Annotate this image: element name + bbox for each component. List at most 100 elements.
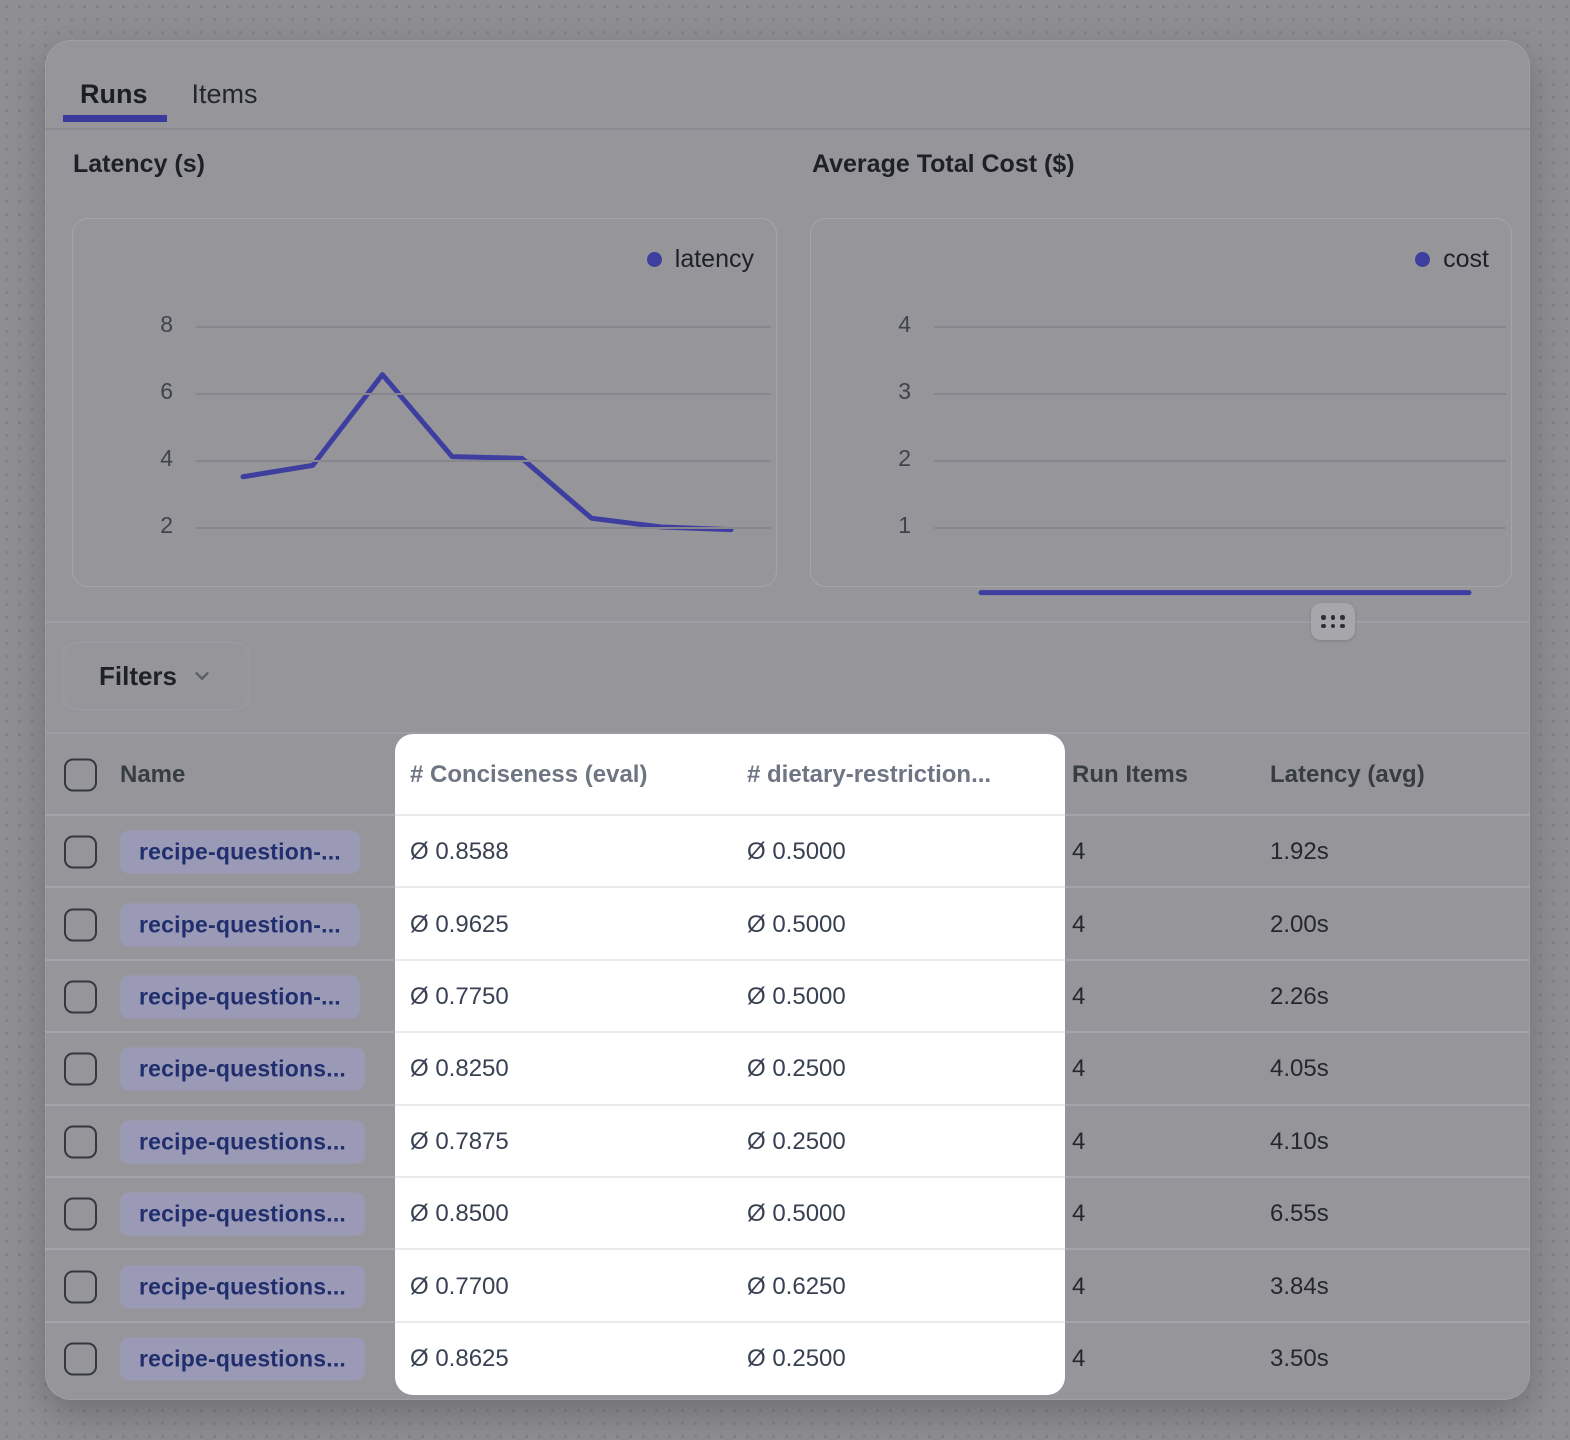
table-header: Name # Conciseness (eval) # dietary-rest… <box>45 734 1530 816</box>
latency-value: 2.26s <box>1270 983 1329 1011</box>
latency-line-plot <box>73 219 776 586</box>
column-header-name[interactable]: Name <box>120 761 185 789</box>
gridline <box>196 393 771 395</box>
legend-dot-icon <box>647 252 662 267</box>
cost-line-plot <box>811 219 1511 586</box>
filters-button[interactable]: Filters <box>62 642 250 710</box>
run-items-value: 4 <box>1072 1055 1085 1083</box>
conciseness-value: Ø 0.8250 <box>410 1055 509 1083</box>
legend-label: cost <box>1443 245 1489 274</box>
column-header-latency[interactable]: Latency (avg) <box>1270 761 1425 789</box>
runs-table: Name # Conciseness (eval) # dietary-rest… <box>45 732 1530 1399</box>
row-checkbox[interactable] <box>64 1198 97 1231</box>
charts-table-divider <box>45 621 1530 623</box>
table-row: recipe-question-... Ø 0.7750 Ø 0.5000 4 … <box>45 961 1530 1033</box>
latency-value: 2.00s <box>1270 911 1329 939</box>
cost-chart-legend: cost <box>1415 245 1489 274</box>
row-checkbox[interactable] <box>64 1125 97 1158</box>
run-name-badge[interactable]: recipe-questions... <box>120 1337 365 1380</box>
gridline <box>934 393 1506 395</box>
filters-label: Filters <box>99 661 177 692</box>
conciseness-value: Ø 0.7875 <box>410 1128 509 1156</box>
run-name-badge[interactable]: recipe-question-... <box>120 831 360 874</box>
conciseness-value: Ø 0.8625 <box>410 1345 509 1373</box>
conciseness-value: Ø 0.8588 <box>410 838 509 866</box>
gridline <box>934 527 1506 529</box>
cost-chart-title: Average Total Cost ($) <box>812 150 1075 179</box>
tab-runs[interactable]: Runs <box>80 79 148 110</box>
row-checkbox[interactable] <box>64 908 97 941</box>
run-name-badge[interactable]: recipe-questions... <box>120 1120 365 1163</box>
column-header-conciseness[interactable]: # Conciseness (eval) <box>410 761 647 789</box>
dietary-restriction-value: Ø 0.5000 <box>747 983 846 1011</box>
run-name-badge[interactable]: recipe-questions... <box>120 1193 365 1236</box>
tab-bar: Runs Items <box>80 40 258 138</box>
run-items-value: 4 <box>1072 983 1085 1011</box>
table-row: recipe-questions... Ø 0.8250 Ø 0.2500 4 … <box>45 1033 1530 1105</box>
latency-value: 1.92s <box>1270 838 1329 866</box>
latency-chart-title: Latency (s) <box>73 150 205 179</box>
latency-value: 4.05s <box>1270 1055 1329 1083</box>
dietary-restriction-value: Ø 0.2500 <box>747 1345 846 1373</box>
grip-dots-icon <box>1321 615 1345 628</box>
y-axis-tick: 6 <box>101 378 173 405</box>
table-row: recipe-question-... Ø 0.8588 Ø 0.5000 4 … <box>45 816 1530 888</box>
conciseness-value: Ø 0.7750 <box>410 983 509 1011</box>
latency-chart-legend: latency <box>647 245 754 274</box>
legend-label: latency <box>675 245 754 274</box>
table-body: recipe-question-... Ø 0.8588 Ø 0.5000 4 … <box>45 816 1530 1395</box>
row-checkbox[interactable] <box>64 1270 97 1303</box>
row-checkbox[interactable] <box>64 980 97 1013</box>
latency-value: 3.84s <box>1270 1273 1329 1301</box>
row-checkbox[interactable] <box>64 1053 97 1086</box>
run-items-value: 4 <box>1072 1273 1085 1301</box>
dietary-restriction-value: Ø 0.5000 <box>747 911 846 939</box>
run-name-badge[interactable]: recipe-question-... <box>120 975 360 1018</box>
dietary-restriction-value: Ø 0.6250 <box>747 1273 846 1301</box>
dietary-restriction-value: Ø 0.2500 <box>747 1128 846 1156</box>
page: { "tabs": { "runs": "Runs", "items": "It… <box>0 0 1570 1440</box>
conciseness-value: Ø 0.8500 <box>410 1200 509 1228</box>
column-header-dietary-restriction[interactable]: # dietary-restriction... <box>747 761 991 789</box>
active-tab-indicator <box>63 115 167 122</box>
y-axis-tick: 2 <box>839 445 911 472</box>
runs-panel: Runs Items Latency (s) Average Total Cos… <box>45 40 1530 1400</box>
dietary-restriction-value: Ø 0.5000 <box>747 1200 846 1228</box>
tabbar-divider <box>45 128 1530 130</box>
table-row: recipe-questions... Ø 0.7700 Ø 0.6250 4 … <box>45 1250 1530 1322</box>
tab-items[interactable]: Items <box>192 79 258 110</box>
latency-value: 4.10s <box>1270 1128 1329 1156</box>
run-items-value: 4 <box>1072 838 1085 866</box>
run-items-value: 4 <box>1072 911 1085 939</box>
run-items-value: 4 <box>1072 1128 1085 1156</box>
table-row: recipe-questions... Ø 0.8625 Ø 0.2500 4 … <box>45 1323 1530 1395</box>
gridline <box>196 527 771 529</box>
gridline <box>934 326 1506 328</box>
table-row: recipe-questions... Ø 0.7875 Ø 0.2500 4 … <box>45 1106 1530 1178</box>
run-name-badge[interactable]: recipe-question-... <box>120 903 360 946</box>
conciseness-value: Ø 0.7700 <box>410 1273 509 1301</box>
run-name-badge[interactable]: recipe-questions... <box>120 1048 365 1091</box>
table-row: recipe-questions... Ø 0.8500 Ø 0.5000 4 … <box>45 1178 1530 1250</box>
gridline <box>196 326 771 328</box>
gridline <box>196 460 771 462</box>
y-axis-tick: 1 <box>839 512 911 539</box>
row-checkbox[interactable] <box>64 1342 97 1375</box>
latency-value: 3.50s <box>1270 1345 1329 1373</box>
column-header-run-items[interactable]: Run Items <box>1072 761 1188 789</box>
table-row: recipe-question-... Ø 0.9625 Ø 0.5000 4 … <box>45 888 1530 960</box>
row-checkbox[interactable] <box>64 836 97 869</box>
latency-value: 6.55s <box>1270 1200 1329 1228</box>
dietary-restriction-value: Ø 0.5000 <box>747 838 846 866</box>
y-axis-tick: 4 <box>839 311 911 338</box>
y-axis-tick: 4 <box>101 445 173 472</box>
y-axis-tick: 2 <box>101 512 173 539</box>
resize-drag-handle[interactable] <box>1311 603 1355 640</box>
conciseness-value: Ø 0.9625 <box>410 911 509 939</box>
y-axis-tick: 8 <box>101 311 173 338</box>
latency-chart: latency 8 6 4 2 <box>72 218 777 587</box>
run-name-badge[interactable]: recipe-questions... <box>120 1265 365 1308</box>
run-items-value: 4 <box>1072 1200 1085 1228</box>
select-all-checkbox[interactable] <box>64 759 97 792</box>
dietary-restriction-value: Ø 0.2500 <box>747 1055 846 1083</box>
